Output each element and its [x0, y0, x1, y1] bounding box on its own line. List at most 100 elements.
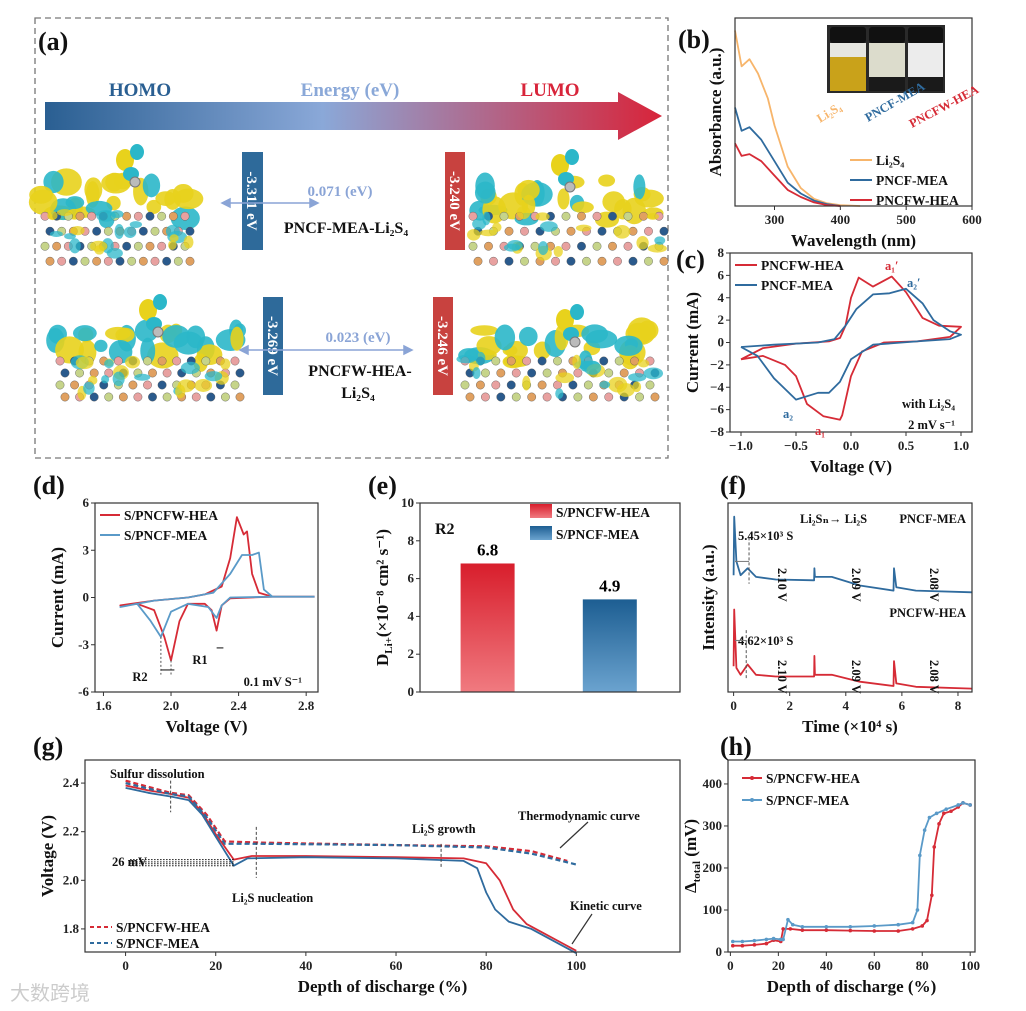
- atom: [133, 241, 143, 251]
- atom: [527, 368, 537, 378]
- y-axis-label: Voltage (V): [38, 815, 57, 897]
- atom: [468, 241, 478, 251]
- atom: [89, 392, 99, 402]
- orbital-lobe: [153, 294, 167, 310]
- x-tick-label: 300: [765, 212, 785, 227]
- data-point: [927, 815, 932, 820]
- molecular-structures: [28, 144, 669, 402]
- atom: [608, 211, 617, 221]
- atom: [561, 211, 571, 221]
- x-tick-label: 0: [730, 698, 737, 713]
- y-tick-label: 3: [83, 542, 90, 557]
- plot-frame: [729, 252, 973, 433]
- orbital-lobe: [599, 381, 611, 389]
- data-point: [740, 939, 745, 944]
- data-point: [949, 809, 953, 814]
- orbital-lobe: [572, 201, 594, 214]
- orbital-lobe: [551, 154, 569, 176]
- x-tick-label: 1.0: [953, 438, 969, 453]
- atom: [577, 211, 586, 221]
- atom: [551, 256, 560, 266]
- series-line-3: [125, 782, 577, 866]
- panel-label-a: (a): [38, 27, 68, 56]
- atom: [481, 368, 490, 378]
- atom: [504, 256, 514, 266]
- annotation: 0.1 mV S⁻¹: [244, 675, 303, 689]
- lithium-atom: [569, 336, 581, 348]
- orbital-lobe: [146, 199, 162, 214]
- data-point: [824, 928, 829, 932]
- atom: [162, 368, 172, 378]
- legend-swatch: [530, 504, 552, 518]
- y-tick-label: 0: [718, 335, 725, 350]
- x-axis-label: Voltage (V): [810, 457, 892, 476]
- legend-label: S/PNCF-MEA: [116, 936, 199, 951]
- atom: [70, 380, 79, 390]
- li2s4-adsorbate: [116, 144, 144, 188]
- atom: [185, 226, 195, 236]
- orbital-lobe: [470, 325, 499, 336]
- lumo-value-top: -3.240 eV: [446, 171, 462, 231]
- series-line-0: [740, 275, 962, 421]
- annotation: 2.08 V: [927, 660, 941, 694]
- data-point: [930, 893, 934, 898]
- atom: [561, 241, 571, 251]
- orbital-lobe: [75, 356, 94, 370]
- atom: [566, 256, 576, 266]
- y-axis-label-subscript: total: [691, 861, 703, 882]
- atom: [133, 211, 143, 221]
- homo-structure-bottom: [46, 319, 246, 402]
- orbital-lobe: [494, 324, 516, 351]
- atom: [68, 256, 78, 266]
- y-tick-label: 0: [716, 944, 723, 959]
- annotation: 5.45×10³ S: [738, 529, 793, 543]
- y-axis-label: Current (mA): [683, 292, 702, 393]
- x-tick-label: 600: [962, 212, 982, 227]
- watermark: 大数跨境: [10, 981, 90, 1005]
- orbital-lobe: [479, 229, 497, 237]
- orbital-lobe: [628, 373, 647, 382]
- lumo-value-bottom: -3.246 eV: [434, 316, 450, 376]
- x-tick-label: −1.0: [729, 438, 753, 453]
- data-point: [848, 928, 853, 933]
- series-line-0: [125, 784, 577, 952]
- annotation: Thermodynamic curve: [518, 809, 640, 823]
- li2s4-adsorbate: [139, 294, 167, 338]
- data-point: [786, 917, 790, 922]
- bar-value-label: 6.8: [477, 540, 498, 559]
- atom: [157, 380, 167, 390]
- atom: [659, 256, 669, 266]
- data-point: [848, 924, 853, 929]
- plot-frame: [727, 759, 976, 953]
- data-point: [934, 811, 939, 816]
- y-axis-label: Current (mA): [48, 547, 67, 648]
- atom: [185, 256, 195, 266]
- atom: [499, 211, 509, 221]
- orbital-lobe: [608, 376, 628, 393]
- orbital-lobe: [535, 212, 550, 221]
- atom: [172, 356, 182, 366]
- atom: [40, 241, 50, 251]
- orbital-lobe: [467, 229, 481, 241]
- orbital-lobe: [114, 223, 124, 239]
- y-tick-label: 6: [83, 495, 90, 510]
- data-point: [872, 924, 877, 928]
- data-point: [956, 803, 961, 807]
- orbital-lobe: [472, 367, 481, 379]
- atom: [506, 356, 516, 366]
- atom: [157, 356, 167, 366]
- atom: [52, 241, 62, 251]
- atom: [92, 226, 102, 236]
- annotation: Li₂Sₙ→ Li₂S: [800, 512, 867, 526]
- orbital-lobe: [492, 222, 502, 232]
- lumo-structure-top: [467, 172, 669, 266]
- chart-c: −1.0 −0.5 0.0 0.5 1.0 −8 −6 −4 −2 0 2 4 6 8 Voltage (V…: [683, 245, 973, 476]
- x-tick-label: 2.8: [298, 698, 315, 713]
- atom: [87, 211, 97, 221]
- x-tick-label: −0.5: [784, 438, 808, 453]
- orbital-lobe: [142, 173, 161, 198]
- orbital-lobe: [474, 181, 496, 204]
- y-axis-label: Absorbance (a.u.): [706, 48, 725, 177]
- atom: [476, 380, 485, 390]
- orbital-lobe: [555, 388, 564, 399]
